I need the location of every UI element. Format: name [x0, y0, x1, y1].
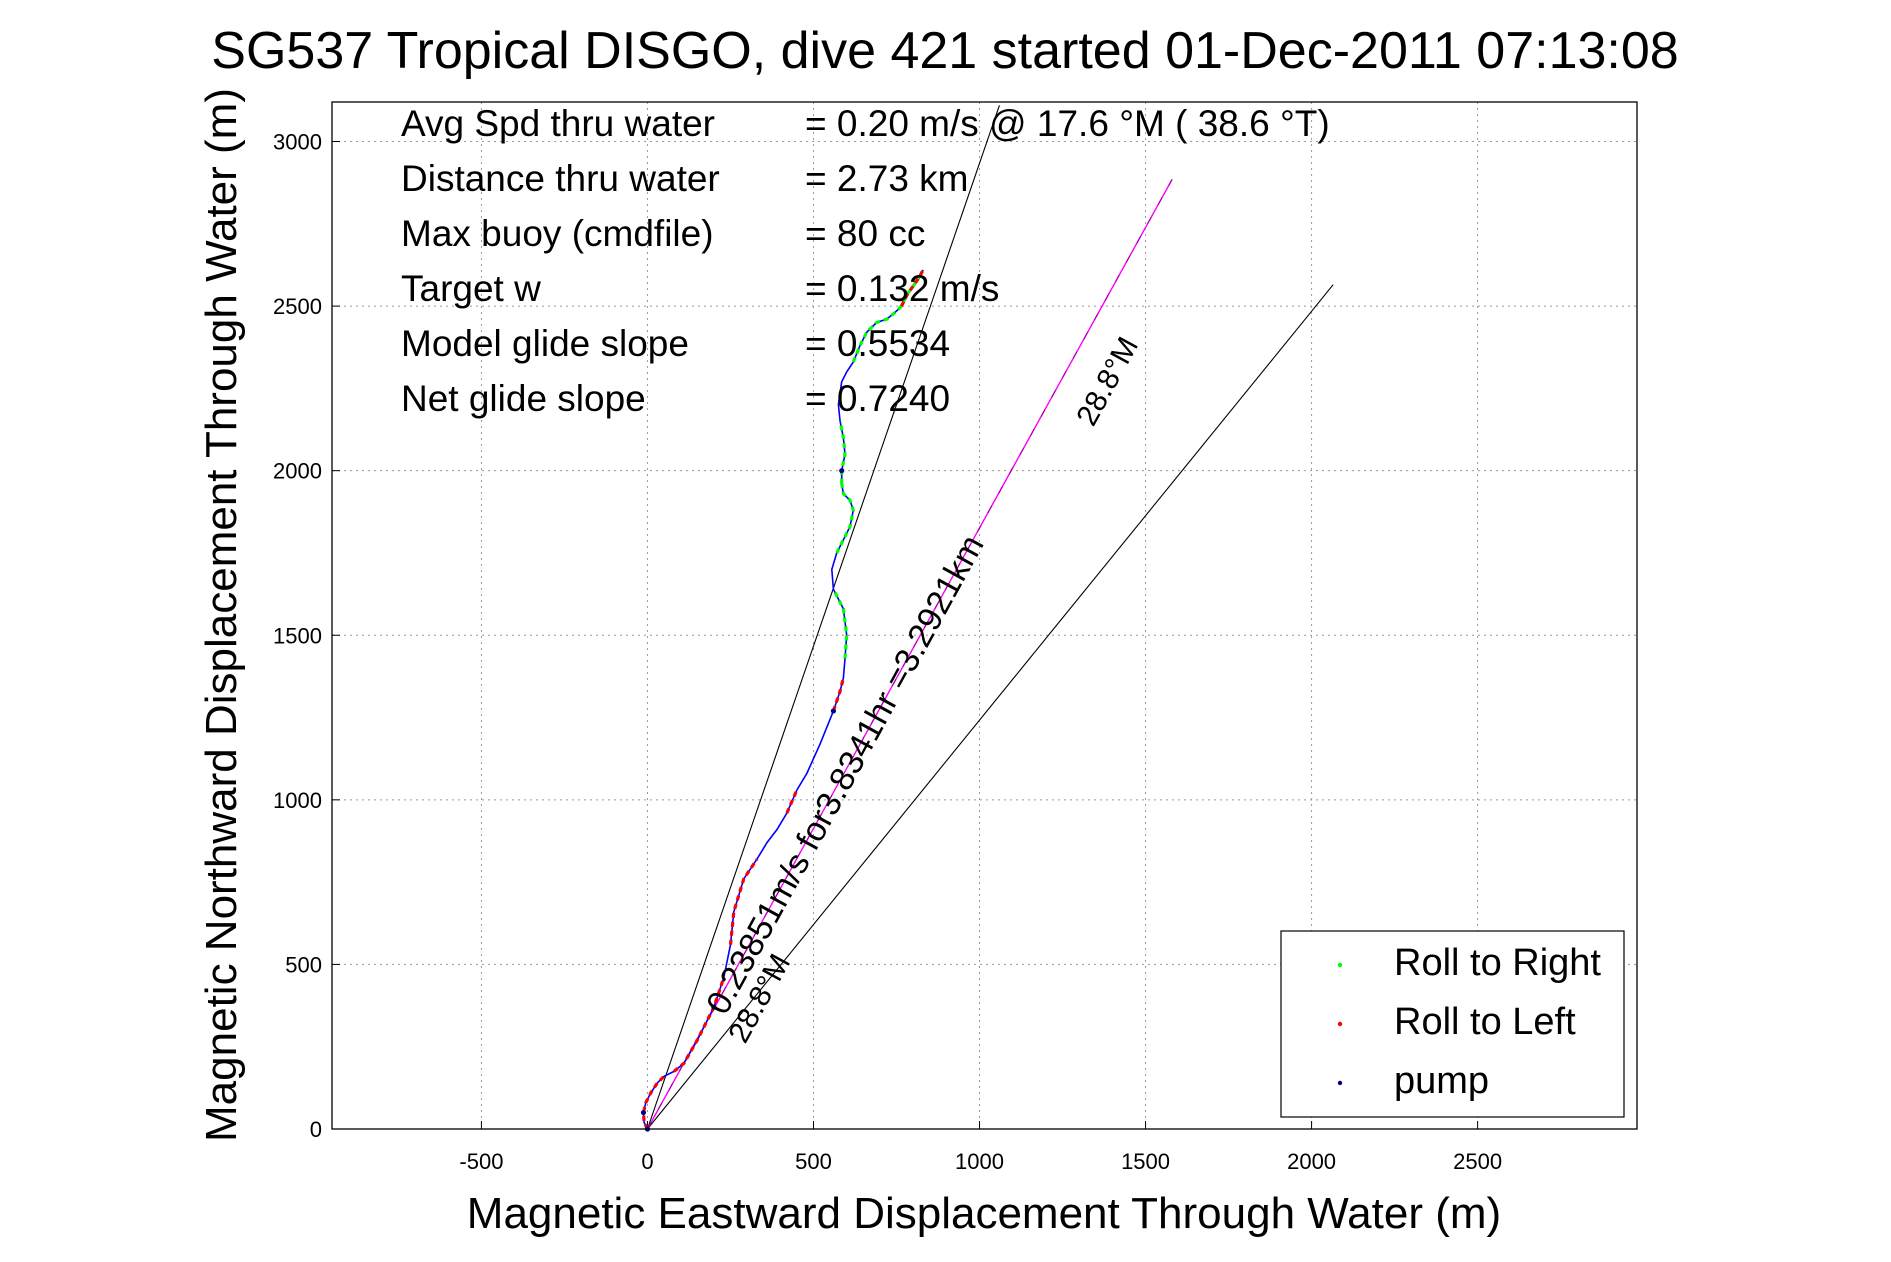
- stat-value: = 0.5534: [805, 323, 950, 364]
- y-tick-label: 2500: [273, 294, 322, 319]
- legend-label: pump: [1394, 1060, 1489, 1102]
- stat-label: Distance thru water: [401, 158, 720, 199]
- stat-value: = 2.73 km: [805, 158, 969, 199]
- reference-line: [647, 284, 1334, 1130]
- legend-marker: [1337, 1080, 1343, 1086]
- x-tick-label: 0: [641, 1149, 653, 1174]
- legend-label: Roll to Right: [1394, 942, 1601, 984]
- y-tick-label: 3000: [273, 130, 322, 155]
- stat-value: = 80 cc: [805, 213, 925, 254]
- legend: Roll to Right Roll to Left pump: [1280, 930, 1625, 1118]
- y-tick-labels: 0 500 1000 1500 2000 2500 3000: [273, 130, 322, 1143]
- legend-label: Roll to Left: [1394, 1001, 1576, 1043]
- y-tick-label: 500: [285, 952, 322, 977]
- x-tick-label: 1000: [955, 1149, 1004, 1174]
- stat-label: Max buoy (cmdfile): [401, 213, 714, 254]
- roll-left-segment: [672, 977, 726, 1073]
- legend-marker: [1337, 1021, 1343, 1027]
- reference-line: [646, 105, 1000, 1130]
- stats-block: Avg Spd thru water = 0.20 m/s @ 17.6 °M (…: [401, 103, 1330, 419]
- current-annotation: 0.23851m/s for3.8341hr =3.2921km: [699, 529, 991, 1021]
- y-tick-label: 1500: [273, 623, 322, 648]
- x-tick-label: 2500: [1453, 1149, 1502, 1174]
- roll-right-segment: [835, 483, 855, 554]
- roll-left-segment: [641, 1075, 666, 1130]
- x-tick-label: 2000: [1287, 1149, 1336, 1174]
- roll-left-segment: [785, 789, 799, 814]
- y-tick-label: 2000: [273, 459, 322, 484]
- pump-point: [839, 468, 845, 474]
- stat-value: = 0.7240: [805, 378, 950, 419]
- stat-value: = 0.132 m/s: [805, 268, 999, 309]
- data-layer: [640, 105, 1334, 1132]
- stat-value: = 0.20 m/s @ 17.6 °M ( 38.6 °T): [805, 103, 1330, 144]
- plot-frame: [331, 101, 1638, 1130]
- legend-marker: [1337, 962, 1343, 968]
- x-tick-label: -500: [459, 1149, 503, 1174]
- y-axis-label: Magnetic Northward Displacement Through …: [197, 88, 246, 1142]
- stat-label: Net glide slope: [401, 378, 646, 419]
- x-tick-labels: -500 0 500 1000 1500 2000 2500: [459, 1149, 1502, 1174]
- pump-point: [830, 708, 837, 714]
- roll-right-segment: [838, 420, 847, 484]
- x-tick-label: 500: [795, 1149, 832, 1174]
- roll-left-segment: [900, 269, 925, 307]
- x-axis-label: Magnetic Eastward Displacement Through W…: [467, 1189, 1501, 1238]
- y-tick-label: 0: [310, 1117, 322, 1142]
- x-tick-label: 1500: [1121, 1149, 1170, 1174]
- roll-right-segment: [831, 588, 849, 659]
- stat-label: Model glide slope: [401, 323, 689, 364]
- pump-point: [711, 1004, 717, 1010]
- heading-annotation-high: 28.8°M: [1070, 332, 1145, 432]
- pump-point: [640, 1109, 647, 1116]
- annotations: 0.23851m/s for3.8341hr =3.2921km28.8°M28…: [699, 332, 1145, 1049]
- stat-label: Target w: [401, 268, 541, 309]
- y-tick-label: 1000: [273, 788, 322, 813]
- current-line-overlay: [647, 179, 1173, 1130]
- stat-label: Avg Spd thru water: [401, 103, 715, 144]
- chart-title: SG537 Tropical DISGO, dive 421 started 0…: [211, 22, 1678, 80]
- roll-left-segment: [831, 677, 845, 712]
